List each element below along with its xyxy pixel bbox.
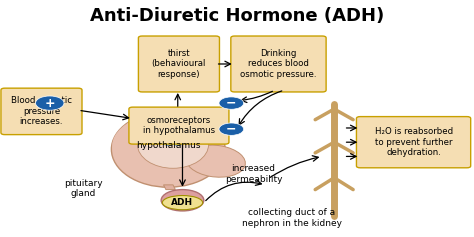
Circle shape: [157, 134, 170, 141]
Text: +: +: [45, 97, 55, 109]
Circle shape: [176, 134, 189, 141]
Ellipse shape: [186, 145, 246, 177]
Text: thirst
(behavioural
response): thirst (behavioural response): [152, 49, 206, 79]
Circle shape: [181, 132, 193, 138]
Ellipse shape: [161, 190, 204, 211]
Ellipse shape: [162, 196, 203, 210]
Text: −: −: [226, 123, 237, 136]
Circle shape: [219, 123, 244, 135]
Text: Blood osmotic
pressure
increases.: Blood osmotic pressure increases.: [11, 96, 72, 126]
Circle shape: [162, 139, 174, 145]
Ellipse shape: [137, 121, 209, 168]
Circle shape: [172, 139, 184, 145]
FancyBboxPatch shape: [138, 36, 219, 92]
Polygon shape: [164, 185, 175, 190]
Circle shape: [167, 130, 179, 136]
FancyBboxPatch shape: [356, 117, 471, 168]
Ellipse shape: [111, 111, 225, 187]
Text: hypothalamus: hypothalamus: [136, 141, 201, 150]
Text: increased
permeability: increased permeability: [225, 164, 283, 184]
Text: osmoreceptors
in hypothalamus: osmoreceptors in hypothalamus: [143, 116, 215, 135]
Text: pituitary
gland: pituitary gland: [64, 179, 102, 198]
Circle shape: [219, 97, 244, 109]
Text: ADH: ADH: [172, 198, 193, 207]
Text: −: −: [226, 97, 237, 109]
Text: H₂O is reabsorbed
to prevent further
dehydration.: H₂O is reabsorbed to prevent further deh…: [374, 127, 453, 157]
Ellipse shape: [112, 117, 172, 163]
Text: collecting duct of a
nephron in the kidney: collecting duct of a nephron in the kidn…: [242, 208, 341, 228]
Text: Drinking
reduces blood
osmotic pressure.: Drinking reduces blood osmotic pressure.: [240, 49, 317, 79]
Text: Anti-Diuretic Hormone (ADH): Anti-Diuretic Hormone (ADH): [90, 7, 384, 25]
FancyBboxPatch shape: [231, 36, 326, 92]
Circle shape: [36, 96, 64, 110]
FancyBboxPatch shape: [1, 88, 82, 135]
FancyBboxPatch shape: [129, 107, 229, 144]
